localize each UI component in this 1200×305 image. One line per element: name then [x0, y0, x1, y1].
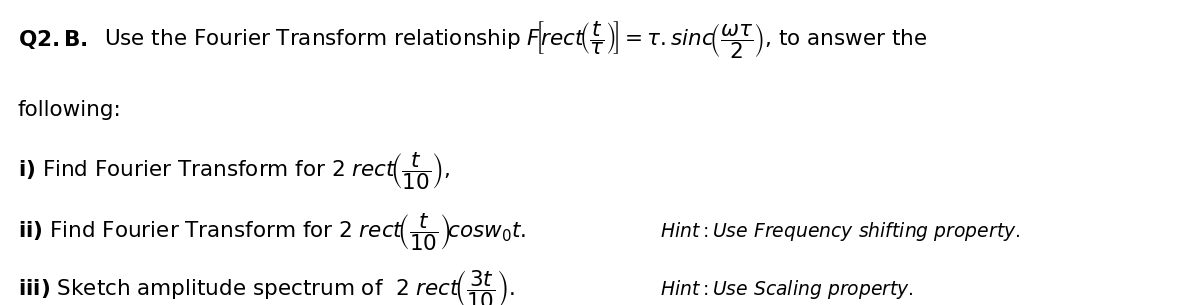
Text: $\bf{ii)}$ Find Fourier Transform for 2 $rect\!\left(\dfrac{t}{10}\right)\!cosw_: $\bf{ii)}$ Find Fourier Transform for 2 …	[18, 211, 527, 253]
Text: $\bf{Q2.B.}$: $\bf{Q2.B.}$	[18, 28, 88, 51]
Text: Use the Fourier Transform relationship $F\!\left[\!rect\!\left(\dfrac{t}{\tau}\r: Use the Fourier Transform relationship $…	[104, 19, 928, 60]
Text: $\it{Hint: Use\ Scaling\ property.}$: $\it{Hint: Use\ Scaling\ property.}$	[660, 278, 914, 301]
Text: following:: following:	[18, 100, 121, 120]
Text: $\it{Hint: Use\ Frequency\ shifting\ property.}$: $\it{Hint: Use\ Frequency\ shifting\ pro…	[660, 220, 1020, 243]
Text: $\bf{iii)}$ Sketch amplitude spectrum of  2 $rect\!\left(\dfrac{3t}{10}\right)$.: $\bf{iii)}$ Sketch amplitude spectrum of…	[18, 268, 515, 305]
Text: $\bf{i)}$ Find Fourier Transform for 2 $rect\!\left(\dfrac{t}{10}\right)$,: $\bf{i)}$ Find Fourier Transform for 2 $…	[18, 150, 450, 192]
